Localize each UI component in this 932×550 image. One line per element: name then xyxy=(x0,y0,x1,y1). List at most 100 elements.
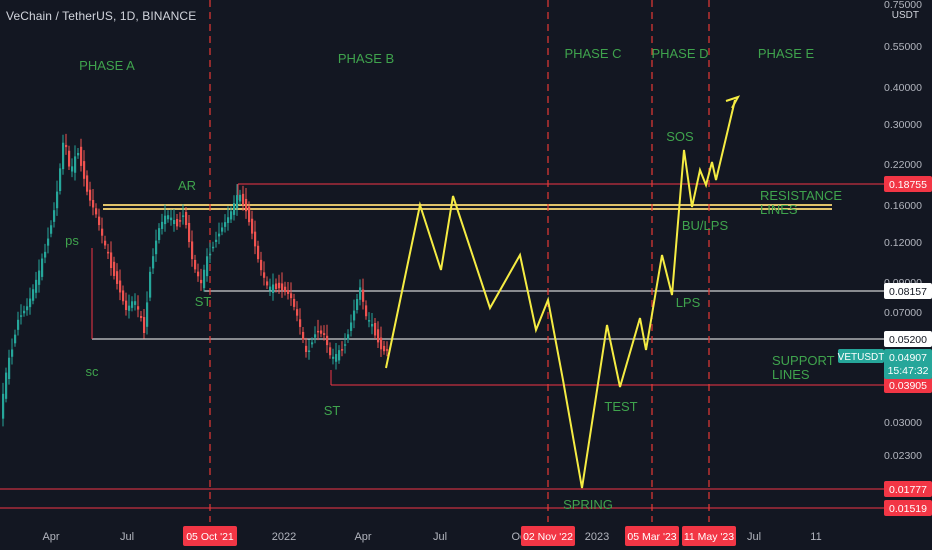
x-tick-label: Jul xyxy=(120,531,134,543)
candle-body xyxy=(338,350,341,361)
candle-group xyxy=(2,133,389,427)
candle-body xyxy=(107,251,110,254)
candle-body xyxy=(356,299,359,310)
phase-label: PHASE D xyxy=(651,46,708,61)
y-tick-label: 0.30000 xyxy=(884,119,922,131)
symbol-title: VeChain / TetherUS, 1D, BINANCE xyxy=(6,9,197,23)
candle-body xyxy=(41,258,44,277)
price-level-label: 0.05200 xyxy=(889,334,927,346)
candle-body xyxy=(164,215,167,225)
candle-body xyxy=(203,269,206,289)
wyckoff-annotation: ST xyxy=(195,294,212,309)
price-level-badge xyxy=(884,283,932,299)
candle-body xyxy=(122,290,125,302)
candle-body xyxy=(185,212,188,225)
candle-body xyxy=(368,320,371,322)
candle-body xyxy=(362,289,365,302)
date-badge-label: 05 Mar '23 xyxy=(627,531,676,543)
candle-body xyxy=(212,246,215,249)
candle-body xyxy=(332,356,335,359)
candle-body xyxy=(248,206,251,223)
date-badge xyxy=(183,526,237,546)
candle-body xyxy=(227,217,230,223)
y-tick-label: 0.75000 xyxy=(884,0,922,11)
y-tick-label: 0.55000 xyxy=(884,41,922,53)
candle-body xyxy=(86,175,89,192)
candle-body xyxy=(299,319,302,327)
axis-unit-label: USDT xyxy=(892,10,919,21)
candle-body xyxy=(365,305,368,317)
candle-body xyxy=(320,330,323,334)
candle-body xyxy=(71,166,74,172)
wyckoff-annotation: ps xyxy=(65,233,79,248)
candle-body xyxy=(215,239,218,242)
candle-body xyxy=(146,302,149,327)
candle-body xyxy=(314,334,317,338)
y-tick-label: 0.40000 xyxy=(884,82,922,94)
candle-body xyxy=(176,219,179,227)
candle-body xyxy=(254,231,257,247)
price-level-badge xyxy=(884,331,932,347)
candle-body xyxy=(20,315,23,317)
candle-body xyxy=(272,284,275,293)
candle-body xyxy=(125,300,128,310)
candle-body xyxy=(242,193,245,206)
bar-countdown: 15:47:32 xyxy=(888,365,929,377)
candle-body xyxy=(350,322,353,331)
price-level-badge xyxy=(884,377,932,393)
candle-body xyxy=(62,142,65,170)
candle-body xyxy=(260,259,263,271)
y-tick-label: 0.16000 xyxy=(884,200,922,212)
candle-body xyxy=(170,217,173,221)
current-price-value: 0.04907 xyxy=(889,352,927,364)
candle-body xyxy=(236,195,239,209)
candle-body xyxy=(197,271,200,277)
candle-body xyxy=(17,319,20,330)
candle-body xyxy=(371,324,374,327)
candle-body xyxy=(326,335,329,346)
candle-body xyxy=(341,349,344,351)
candle-body xyxy=(110,252,113,268)
date-badge-label: 02 Nov '22 xyxy=(523,531,573,543)
candle-body xyxy=(173,220,176,224)
candle-body xyxy=(257,245,260,260)
candle-body xyxy=(95,208,98,215)
wyckoff-annotation: ST xyxy=(324,403,341,418)
candle-body xyxy=(311,342,314,345)
candle-body xyxy=(161,221,164,229)
candle-body xyxy=(281,283,284,291)
candle-body xyxy=(209,253,212,256)
candle-body xyxy=(56,191,59,209)
candle-body xyxy=(83,161,86,179)
projection-arrowhead xyxy=(725,95,741,109)
wyckoff-annotation: SOS xyxy=(666,129,694,144)
candle-body xyxy=(47,238,50,246)
date-badge xyxy=(521,526,575,546)
candle-body xyxy=(113,261,116,276)
phase-label: PHASE C xyxy=(564,46,621,61)
candle-body xyxy=(344,344,347,346)
x-tick-label: 2022 xyxy=(272,531,296,543)
candle-body xyxy=(200,279,203,284)
candle-body xyxy=(335,354,338,362)
candle-body xyxy=(179,220,182,222)
wyckoff-annotation: SPRING xyxy=(563,497,613,512)
candle-body xyxy=(287,290,290,294)
candle-body xyxy=(5,372,8,399)
wyckoff-annotation: TEST xyxy=(604,399,637,414)
candle-body xyxy=(218,233,221,237)
x-tick-label: Jul xyxy=(747,531,761,543)
price-level-label: 0.03905 xyxy=(889,380,927,392)
price-level-label: 0.08157 xyxy=(889,286,927,298)
candle-body xyxy=(182,215,185,217)
phase-label: PHASE A xyxy=(79,58,135,73)
candle-body xyxy=(305,345,308,352)
price-level-badge xyxy=(884,500,932,516)
price-level-label: 0.18755 xyxy=(889,179,927,191)
candle-body xyxy=(296,309,299,316)
candle-body xyxy=(347,334,350,340)
candle-body xyxy=(68,150,71,167)
price-level-label: 0.01519 xyxy=(889,503,927,515)
